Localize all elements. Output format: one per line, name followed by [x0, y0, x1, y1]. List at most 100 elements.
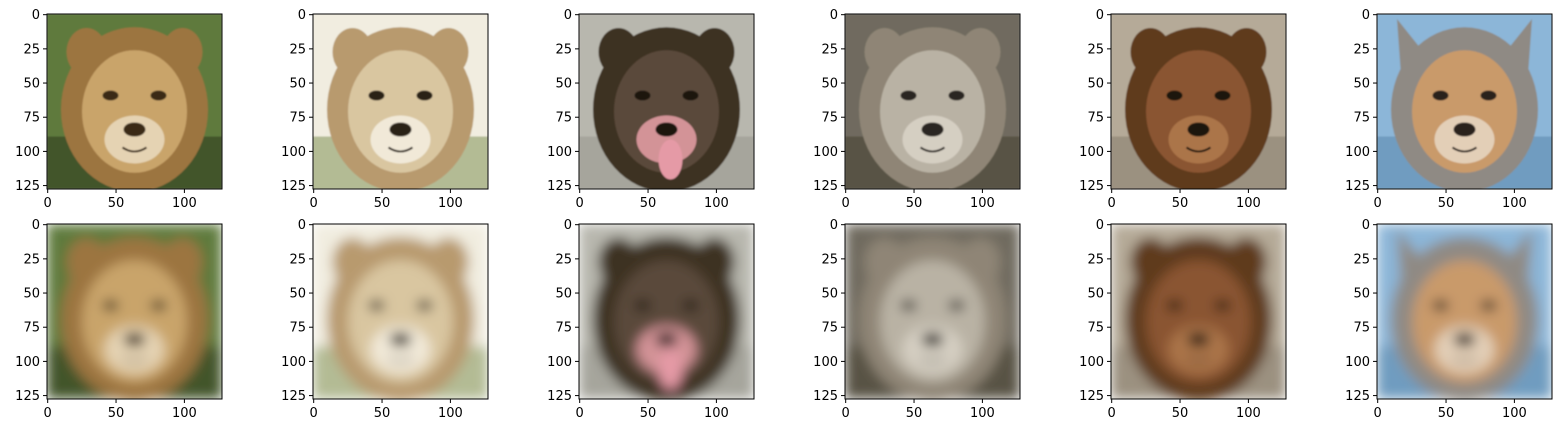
y-tick-label: 50	[1087, 287, 1104, 302]
y-tick-label: 125	[281, 389, 306, 404]
original-image-dog	[1111, 14, 1286, 189]
y-tick-label: 50	[821, 77, 838, 92]
x-tick-label: 50	[1172, 406, 1189, 421]
y-tick-label: 25	[555, 42, 572, 57]
reconstruction-panel-cheetah: 0 50 100 0 25 50 75 100 125	[281, 218, 489, 421]
y-tick-label: 0	[830, 218, 838, 233]
x-tick-label: 100	[172, 406, 197, 421]
y-tick-label: 25	[1087, 252, 1104, 267]
y-tick-label: 125	[1345, 389, 1370, 404]
y-tick-label: 25	[821, 252, 838, 267]
y-tick-label: 125	[1079, 389, 1104, 404]
x-tick-label: 100	[1502, 406, 1527, 421]
axes-frame	[1376, 13, 1553, 190]
axes-frame	[1376, 223, 1553, 400]
y-tick-label: 100	[547, 145, 572, 160]
y-tick-label: 125	[813, 389, 838, 404]
y-tick-label: 100	[15, 145, 40, 160]
reconstruction-image-snow-leopard	[845, 224, 1020, 399]
y-tick-label: 100	[1345, 145, 1370, 160]
y-tick-label: 25	[23, 42, 40, 57]
y-tick-label: 75	[1087, 321, 1104, 336]
x-tick-label: 50	[108, 196, 125, 211]
y-tick-label: 25	[289, 42, 306, 57]
x-tick-label: 50	[1172, 196, 1189, 211]
y-tick-label: 0	[298, 218, 306, 233]
y-tick-label: 125	[1079, 179, 1104, 194]
axes-frame	[46, 13, 223, 190]
x-tick-label: 0	[310, 406, 318, 421]
original-image-snow-leopard	[845, 14, 1020, 189]
y-tick-label: 75	[1087, 111, 1104, 126]
y-tick-label: 75	[23, 111, 40, 126]
y-tick-label: 0	[1362, 8, 1370, 23]
x-tick-label: 50	[906, 406, 923, 421]
reconstruction-image-puppy	[579, 224, 754, 399]
axes-frame	[1110, 13, 1287, 190]
y-tick-label: 50	[1353, 77, 1370, 92]
y-tick-label: 75	[289, 321, 306, 336]
y-tick-label: 100	[813, 355, 838, 370]
y-tick-label: 50	[555, 287, 572, 302]
y-tick-label: 75	[1353, 111, 1370, 126]
x-tick-label: 100	[970, 406, 995, 421]
x-tick-label: 0	[44, 406, 52, 421]
original-panel-snow-leopard: 0 50 100 0 25 50 75 100 125	[813, 8, 1021, 211]
x-tick-label: 0	[44, 196, 52, 211]
y-tick-label: 125	[15, 179, 40, 194]
y-tick-label: 50	[1353, 287, 1370, 302]
y-tick-label: 0	[32, 218, 40, 233]
y-tick-label: 75	[555, 321, 572, 336]
x-tick-label: 50	[640, 406, 657, 421]
original-image-cheetah	[313, 14, 488, 189]
y-tick-label: 125	[281, 179, 306, 194]
y-tick-label: 25	[1087, 42, 1104, 57]
y-tick-label: 75	[555, 111, 572, 126]
y-tick-label: 25	[23, 252, 40, 267]
y-tick-label: 0	[1096, 8, 1104, 23]
x-tick-label: 100	[1236, 406, 1261, 421]
y-tick-label: 100	[281, 355, 306, 370]
y-tick-label: 0	[1096, 218, 1104, 233]
original-panel-dog: 0 50 100 0 25 50 75 100 125	[1079, 8, 1287, 211]
y-tick-label: 75	[821, 111, 838, 126]
reconstruction-image-dog	[1111, 224, 1286, 399]
axes-frame	[312, 223, 489, 400]
reconstruction-image-lion	[47, 224, 222, 399]
y-tick-label: 0	[564, 218, 572, 233]
x-tick-label: 0	[1374, 196, 1382, 211]
original-panel-lion: 0 50 100 0 25 50 75 100 125	[15, 8, 223, 211]
x-tick-label: 100	[704, 196, 729, 211]
axes-frame	[578, 13, 755, 190]
x-tick-label: 50	[374, 406, 391, 421]
y-tick-label: 0	[1362, 218, 1370, 233]
reconstruction-panel-fox: 0 50 100 0 25 50 75 100 125	[1345, 218, 1553, 421]
y-tick-label: 50	[821, 287, 838, 302]
y-tick-label: 100	[281, 145, 306, 160]
y-tick-label: 100	[813, 145, 838, 160]
x-tick-label: 50	[108, 406, 125, 421]
y-tick-label: 0	[32, 8, 40, 23]
y-tick-label: 75	[23, 321, 40, 336]
x-tick-label: 50	[1438, 406, 1455, 421]
y-tick-label: 75	[821, 321, 838, 336]
y-tick-label: 25	[1353, 252, 1370, 267]
x-tick-label: 100	[438, 406, 463, 421]
y-tick-label: 100	[1079, 355, 1104, 370]
x-tick-label: 100	[1236, 196, 1261, 211]
y-tick-label: 75	[289, 111, 306, 126]
y-tick-label: 50	[289, 287, 306, 302]
axes-frame	[844, 13, 1021, 190]
y-tick-label: 100	[1345, 355, 1370, 370]
axes-frame	[1110, 223, 1287, 400]
x-tick-label: 100	[1502, 196, 1527, 211]
y-tick-label: 25	[821, 42, 838, 57]
y-tick-label: 0	[298, 8, 306, 23]
original-panel-puppy: 0 50 100 0 25 50 75 100 125	[547, 8, 755, 211]
x-tick-label: 0	[576, 196, 584, 211]
y-tick-label: 50	[1087, 77, 1104, 92]
x-tick-label: 0	[310, 196, 318, 211]
reconstruction-panel-snow-leopard: 0 50 100 0 25 50 75 100 125	[813, 218, 1021, 421]
y-tick-label: 50	[23, 287, 40, 302]
